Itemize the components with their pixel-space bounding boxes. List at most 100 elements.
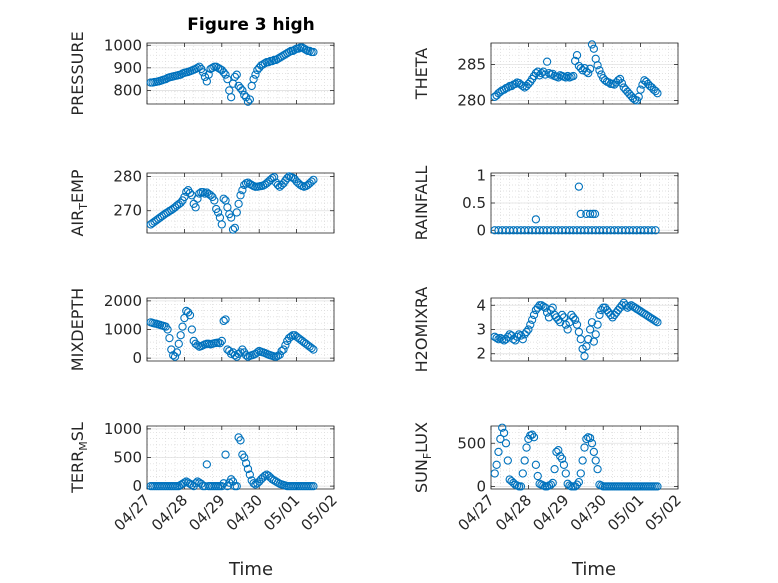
data-point: [584, 335, 593, 344]
data-point: [588, 209, 597, 219]
data-point: [531, 215, 541, 224]
data-point: [223, 74, 232, 84]
subplot-pressure: 800 900 1000 PRESSURE: [68, 31, 335, 116]
data-point: [270, 172, 279, 182]
axes-box: [490, 425, 679, 490]
y-axis-label: TERRMSL: [68, 422, 90, 494]
data-point: [277, 346, 286, 356]
data-point: [520, 456, 529, 465]
data-point: [651, 86, 660, 96]
data-point: [219, 316, 228, 326]
y-axis-label: AIRTEMP: [68, 169, 90, 236]
data-point: [585, 433, 595, 443]
data-point: [595, 310, 604, 320]
data-point: [501, 439, 511, 448]
y-tick-label: 0.5: [462, 194, 486, 212]
y-tick-label: 2000: [104, 292, 142, 310]
data-point: [582, 209, 591, 219]
data-point: [245, 95, 254, 104]
data-point: [511, 79, 520, 89]
subplot-theta: 280 285 THETA: [412, 40, 679, 109]
figure-title: Figure 3 high: [187, 15, 315, 35]
axes-box: [146, 172, 335, 234]
data-point: [636, 85, 645, 94]
data-point: [557, 310, 567, 320]
data-point: [230, 223, 240, 233]
data-point: [518, 469, 527, 478]
grid: [490, 298, 679, 361]
data-point: [204, 70, 213, 79]
y-tick-label: 500: [457, 434, 486, 452]
data-point: [180, 192, 189, 202]
data-point: [198, 188, 208, 197]
data-point: [571, 315, 580, 324]
data-point: [529, 433, 539, 442]
data-point: [561, 469, 570, 478]
y-tick-label: 500: [113, 449, 142, 467]
data-point: [533, 471, 542, 481]
data-point: [176, 198, 185, 207]
x-axis-label-right: Time: [571, 559, 616, 580]
data-point: [559, 460, 569, 469]
y-tick-label: 3: [476, 321, 486, 339]
data-point: [243, 464, 253, 474]
data-series: [490, 182, 660, 235]
data-point: [230, 72, 240, 82]
data-point: [580, 352, 589, 361]
data-point: [232, 70, 241, 79]
data-point: [548, 478, 557, 488]
data-point: [595, 66, 604, 75]
data-point: [499, 428, 509, 438]
y-axis-label: H2OMIXRA: [412, 287, 431, 373]
data-point: [490, 469, 499, 478]
y-tick-label: 0: [476, 477, 486, 495]
data-point: [569, 71, 578, 81]
data-point: [556, 452, 565, 461]
data-point: [617, 79, 627, 88]
data-point: [234, 199, 243, 209]
data-point: [236, 436, 245, 445]
data-point: [238, 86, 247, 95]
data-point: [524, 325, 533, 334]
data-point: [653, 318, 662, 327]
data-point: [264, 58, 273, 67]
data-point: [584, 68, 593, 78]
data-point: [578, 456, 587, 465]
data-point: [529, 310, 539, 320]
data-point: [178, 322, 187, 331]
data-point: [309, 481, 318, 491]
data-point: [625, 302, 634, 311]
y-tick-label: 270: [113, 202, 142, 220]
data-series: [490, 298, 662, 361]
data-point: [557, 454, 567, 463]
data-point: [213, 208, 223, 217]
data-point: [174, 339, 183, 348]
y-axis-label: THETA: [412, 48, 431, 100]
data-point: [226, 475, 236, 484]
data-point: [290, 45, 299, 54]
x-axis-label-left: Time: [228, 559, 273, 580]
data-point: [492, 333, 501, 343]
data-series: [490, 40, 662, 105]
data-point: [191, 479, 200, 488]
data-series: [146, 306, 318, 361]
data-point: [522, 327, 531, 337]
data-point: [572, 480, 582, 489]
data-point: [187, 325, 197, 334]
data-point: [309, 47, 318, 57]
data-point: [309, 345, 318, 354]
y-tick-label: 0: [476, 221, 486, 239]
data-point: [585, 64, 595, 73]
y-tick-label: 800: [113, 81, 142, 99]
y-tick-label: 1: [476, 167, 486, 185]
y-tick-label: 0: [132, 349, 142, 367]
data-point: [576, 469, 585, 478]
data-point: [574, 182, 584, 191]
data-point: [281, 341, 290, 350]
y-tick-label: 0: [132, 477, 142, 495]
data-point: [591, 456, 600, 465]
y-tick-label: 4: [476, 296, 486, 314]
data-point: [305, 46, 314, 56]
data-point: [563, 71, 572, 81]
data-point: [251, 70, 260, 79]
